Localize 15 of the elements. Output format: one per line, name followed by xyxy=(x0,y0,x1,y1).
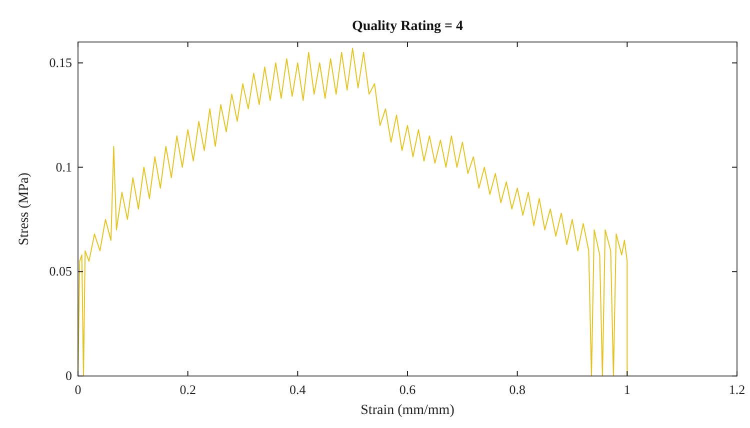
y-tick-label: 0 xyxy=(66,368,72,383)
line-series xyxy=(78,48,628,376)
x-tick-label: 1 xyxy=(624,382,630,397)
x-tick-label: 0.8 xyxy=(509,382,526,397)
y-tick-label: 0.15 xyxy=(49,54,72,70)
x-tick-label: 0 xyxy=(74,382,82,397)
x-tick-label: 0.4 xyxy=(290,382,306,397)
x-tick-label: 0.2 xyxy=(180,382,196,397)
y-tick-label: 0.1 xyxy=(56,159,72,174)
y-tick-label: 0.05 xyxy=(49,264,72,279)
x-tick-label: 0.6 xyxy=(399,382,416,397)
y-axis-title: Stress (MPa) xyxy=(17,172,32,246)
chart-title: Quality Rating = 4 xyxy=(352,19,464,34)
x-axis-title: Strain (mm/mm) xyxy=(360,403,455,418)
x-tick-label: 1.2 xyxy=(728,382,746,397)
